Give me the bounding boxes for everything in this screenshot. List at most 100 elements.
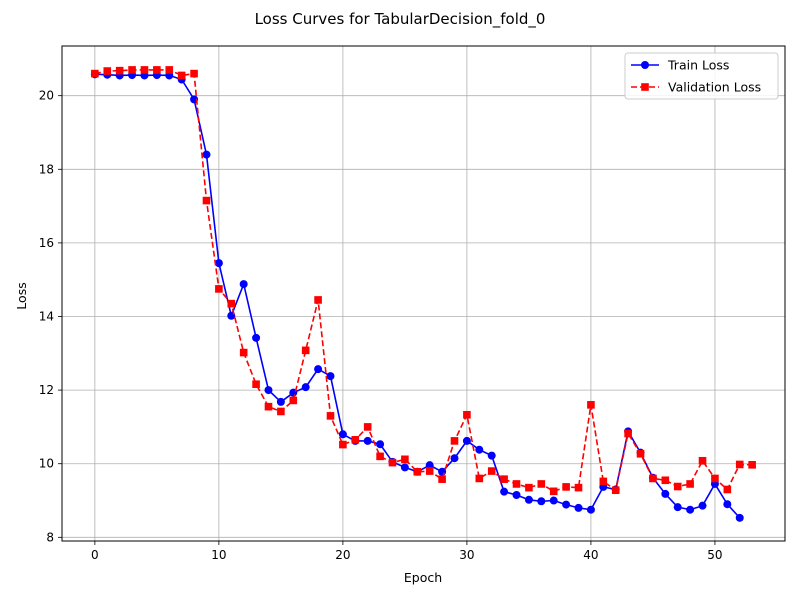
data-point [611,486,620,495]
data-point [438,475,446,483]
x-tick-label: 10 [211,548,226,562]
data-point [686,505,695,514]
data-point [574,483,583,492]
data-point [326,412,335,420]
data-point [562,483,570,491]
y-tick-label: 18 [39,162,54,176]
data-point [524,495,533,504]
y-tick-label: 12 [39,383,54,397]
data-point [301,346,310,355]
plot-frame [61,45,786,542]
chart-title: Loss Curves for TabularDecision_fold_0 [255,10,546,29]
data-point [326,372,335,381]
data-point [487,467,496,475]
data-point [463,410,471,419]
series-layer [90,66,756,522]
y-tick-label: 14 [39,310,54,324]
y-tick-label: 10 [39,457,54,471]
data-point [549,487,558,496]
data-point [698,501,707,510]
data-point [128,66,136,74]
data-point [500,487,509,496]
legend-item: Validation Loss [631,80,761,95]
data-point [475,445,484,454]
legend-marker [641,61,649,69]
data-point [512,480,521,488]
data-point [636,449,645,458]
legend-label: Validation Loss [668,80,761,95]
data-point [103,67,112,75]
data-point [202,196,211,205]
data-point [351,435,360,444]
data-point [214,259,223,268]
data-point [276,397,285,406]
data-point [711,474,719,483]
data-point [525,483,533,492]
x-axis-label: Epoch [404,570,442,585]
data-point [376,440,385,449]
data-point [140,66,149,74]
x-tick-label: 40 [583,548,598,562]
y-axis-label: Loss [14,282,29,309]
series-validation-loss [91,66,756,496]
data-point [450,454,459,463]
data-point [450,437,459,445]
data-point [661,476,670,485]
data-point [301,383,310,392]
data-point [512,490,521,499]
data-point [587,401,595,409]
data-point [115,66,124,75]
x-tick-label: 50 [707,548,722,562]
legend-marker [641,83,649,91]
data-point [537,497,546,506]
data-point [239,280,248,289]
data-point [277,407,285,416]
legend-box [624,52,779,100]
x-tick-label: 0 [91,548,99,562]
data-point [376,452,384,461]
legend-label: Train Loss [667,58,729,73]
data-point [363,436,372,445]
data-point [400,463,409,472]
data-point [252,333,261,342]
ticks: 0 10 20 30 40 50 8 10 12 14 16 18 20 [39,89,723,562]
data-point [735,460,744,469]
data-point [723,485,732,494]
data-point [562,500,571,509]
data-point [252,380,260,389]
data-point [338,430,347,439]
x-tick-label: 20 [335,548,350,562]
data-point [586,505,595,514]
data-point [425,467,434,475]
data-point [388,458,397,467]
data-point [475,474,484,483]
data-point [202,150,211,159]
legend: Train Loss Validation Loss [624,52,779,100]
data-point [227,299,236,308]
data-point [425,461,434,470]
data-point [401,455,409,464]
data-point [574,503,583,512]
data-point [339,440,347,449]
data-point [735,513,744,522]
data-point [239,348,248,357]
data-point [537,480,546,488]
y-tick-label: 8 [46,530,54,544]
data-point [91,69,99,78]
data-point [190,69,198,78]
x-tick-label: 30 [459,548,474,562]
legend-item: Train Loss [631,58,729,73]
data-point [599,477,608,486]
data-point [363,423,372,431]
data-point [487,451,496,460]
data-point [624,429,632,438]
grid [62,46,785,541]
y-tick-label: 16 [39,236,54,250]
y-tick-label: 20 [39,89,54,103]
data-point [314,296,322,304]
series-line [94,69,753,493]
data-point [686,480,694,488]
data-point [462,436,471,445]
